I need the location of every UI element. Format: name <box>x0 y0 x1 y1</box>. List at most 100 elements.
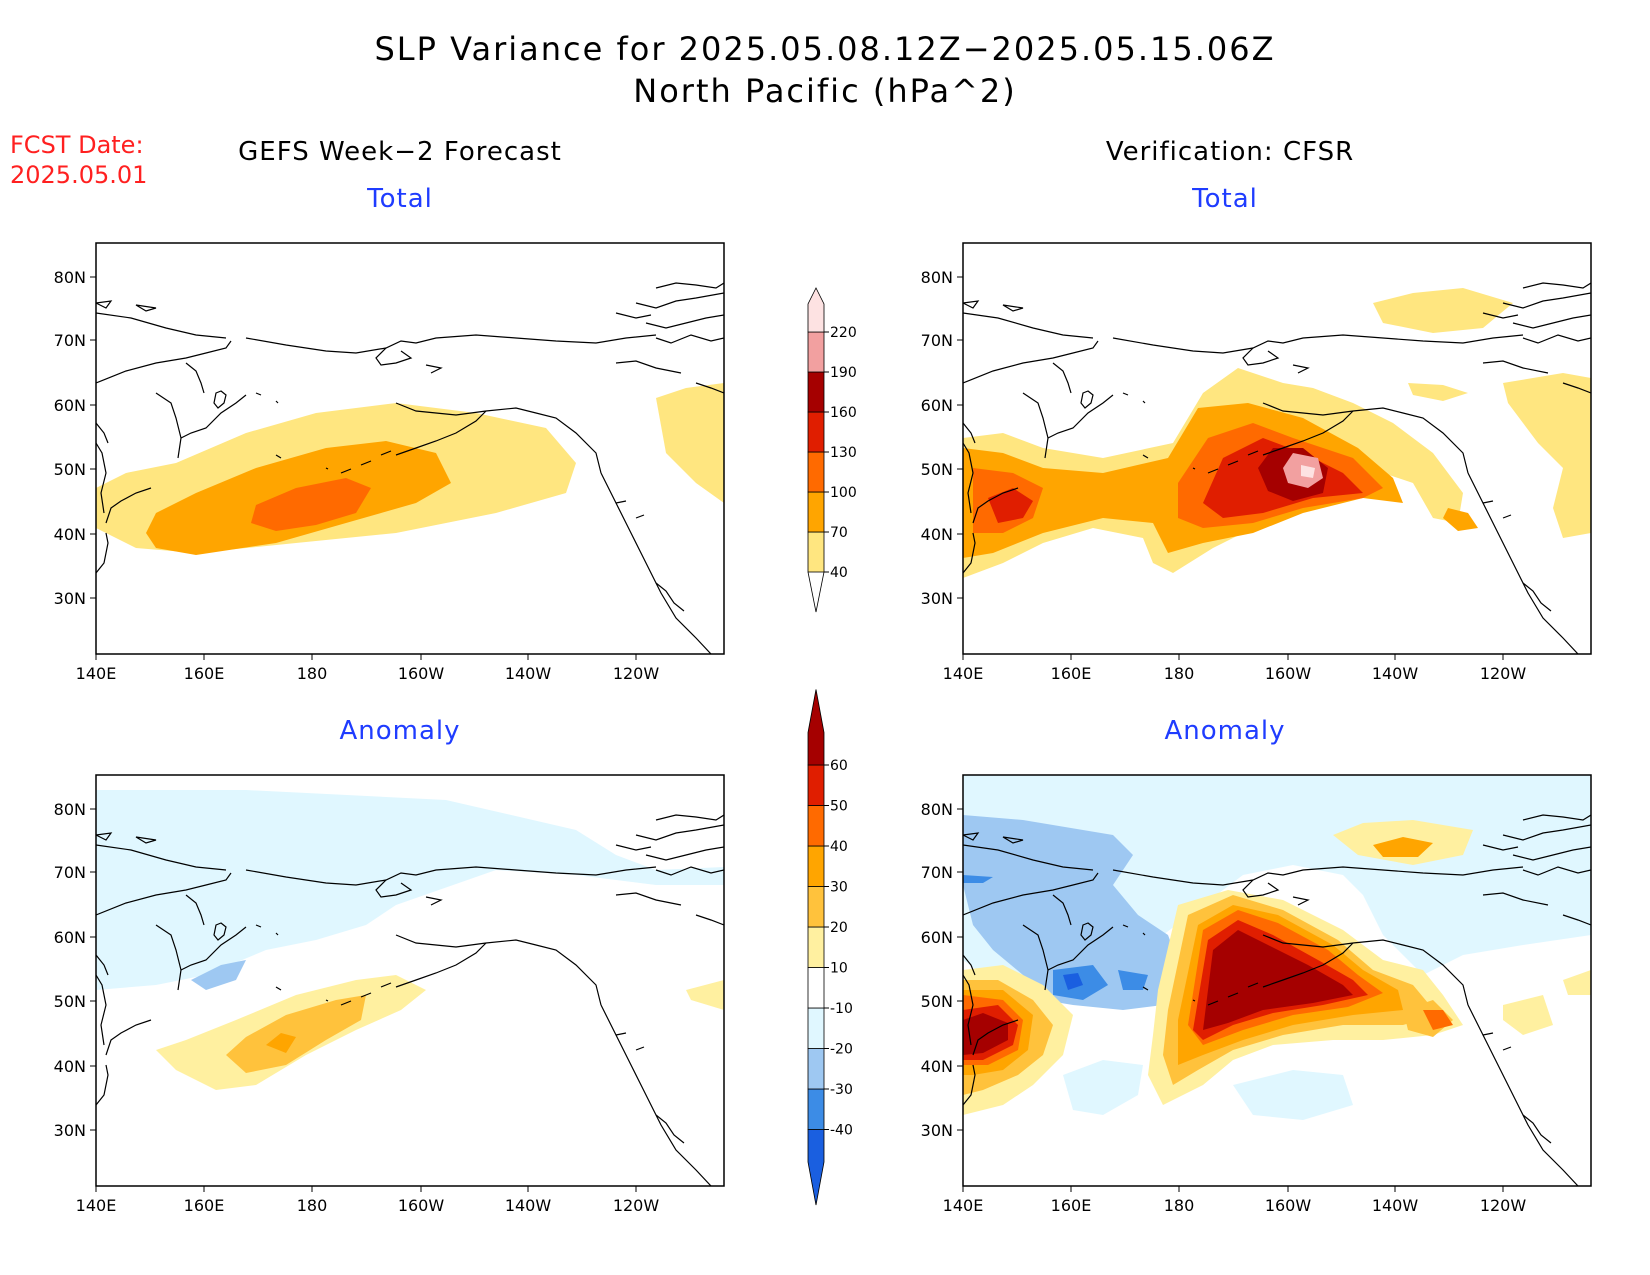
contour-area <box>656 383 724 503</box>
colorbar-swatch <box>807 491 825 533</box>
colorbar-label: 130 <box>830 445 857 461</box>
colorbar-label: -20 <box>830 1042 853 1058</box>
lon-tick-label: 160E <box>1051 1196 1092 1215</box>
lon-tick-label: 120W <box>613 664 660 683</box>
lat-tick-label: 70N <box>921 863 953 882</box>
colorbar-label: 220 <box>830 325 857 341</box>
colorbar-swatch <box>807 689 825 766</box>
contour-area <box>963 875 993 883</box>
lon-tick-label: 140W <box>505 664 552 683</box>
lon-tick-label: 160W <box>1265 664 1312 683</box>
column-title-verification: Verification: CFSR <box>1105 137 1355 167</box>
colorbar-swatch <box>807 764 825 806</box>
lat-tick-label: 30N <box>54 1121 86 1140</box>
colorbar-label: -40 <box>830 1123 853 1139</box>
colorbar-label: 50 <box>830 799 848 815</box>
main-title-line1: SLP Variance for 2025.05.08.12Z−2025.05.… <box>374 30 1276 68</box>
lon-tick-label: 140E <box>943 664 984 683</box>
lat-tick-label: 60N <box>921 396 953 415</box>
lat-tick-label: 40N <box>921 1057 953 1076</box>
lat-tick-label: 80N <box>921 800 953 819</box>
lon-tick-label: 180 <box>297 664 328 683</box>
colorbar-swatch <box>807 967 825 1009</box>
lon-tick-label: 140W <box>1372 1196 1419 1215</box>
lon-tick-label: 180 <box>1164 1196 1195 1215</box>
colorbar-swatch <box>807 805 825 847</box>
colorbar-swatch <box>807 1007 825 1049</box>
colorbar-label: 30 <box>830 880 848 896</box>
lat-tick-label: 80N <box>54 800 86 819</box>
lat-tick-label: 40N <box>54 1057 86 1076</box>
map-frame <box>95 774 725 1187</box>
lon-tick-label: 140W <box>505 1196 552 1215</box>
lat-tick-label: 60N <box>54 396 86 415</box>
fcst-date-value: 2025.05.01 <box>10 161 148 189</box>
lon-tick-label: 120W <box>613 1196 660 1215</box>
contour-fill-forecast-anomaly <box>96 790 724 1186</box>
colorbar-end <box>807 571 825 613</box>
colorbar-swatch <box>807 1048 825 1090</box>
colorbar-label: 190 <box>830 365 857 381</box>
contour-area <box>191 960 246 990</box>
lat-tick-label: 50N <box>921 460 953 479</box>
lon-tick-label: 160W <box>398 664 445 683</box>
colorbar-label: 60 <box>830 758 848 774</box>
lat-tick-label: 50N <box>54 460 86 479</box>
lon-tick-label: 140E <box>76 664 117 683</box>
colorbar-label: -10 <box>830 1001 853 1017</box>
lat-tick-label: 50N <box>921 992 953 1011</box>
lon-tick-label: 140E <box>943 1196 984 1215</box>
colorbar-swatch <box>807 411 825 453</box>
panel-title-forecast-anomaly: Anomaly <box>339 716 461 746</box>
contour-area <box>988 488 1033 523</box>
contour-area <box>1443 508 1478 531</box>
lon-tick-label: 140E <box>76 1196 117 1215</box>
contour-area <box>1408 383 1468 401</box>
contour-area <box>1503 995 1553 1035</box>
lat-tick-label: 30N <box>54 589 86 608</box>
contour-fill-forecast-total <box>96 282 724 654</box>
contour-area <box>1563 970 1591 995</box>
lat-tick-label: 60N <box>921 928 953 947</box>
map-frame <box>962 242 1592 655</box>
contour-area <box>1063 1060 1143 1115</box>
total-colorbar: 40 70 100 130 160 190 220 <box>807 287 857 613</box>
contour-area <box>1301 465 1315 478</box>
map-frame <box>95 242 725 655</box>
colorbar-swatch <box>807 287 825 333</box>
lat-tick-label: 70N <box>54 331 86 350</box>
lon-tick-label: 160E <box>1051 664 1092 683</box>
lon-tick-label: 160W <box>1265 1196 1312 1215</box>
panel-title-forecast-total: Total <box>367 184 433 214</box>
contour-area <box>1423 1010 1453 1030</box>
colorbar-label: 10 <box>830 961 848 977</box>
lat-tick-label: 40N <box>921 525 953 544</box>
lon-tick-label: 120W <box>1480 664 1527 683</box>
contour-area <box>1233 1070 1353 1120</box>
lon-tick-label: 160W <box>398 1196 445 1215</box>
lon-tick-label: 160E <box>184 664 225 683</box>
contour-area <box>963 815 1183 1010</box>
colorbar-swatch <box>807 531 825 573</box>
main-title-line2: North Pacific (hPa^2) <box>633 72 1017 110</box>
contour-area <box>1203 930 1353 1030</box>
colorbar-label: 160 <box>830 405 857 421</box>
contour-area <box>251 478 371 531</box>
colorbar-label: 40 <box>830 839 848 855</box>
lat-tick-label: 80N <box>921 268 953 287</box>
map-panel-verification-total: 80N 70N 60N 50N 40N 30N 140E 160E 180 160W 140W 120… <box>921 242 1592 683</box>
contour-area <box>1503 373 1591 538</box>
contour-area <box>1063 973 1083 990</box>
colorbar-swatch <box>807 1088 825 1130</box>
lat-tick-label: 70N <box>921 331 953 350</box>
map-panel-verification-anomaly: 80N 70N 60N 50N 40N 30N 140E 160E 180 160W 140W 120… <box>921 774 1592 1215</box>
contour-fill-verification-total <box>963 282 1591 654</box>
lat-tick-label: 50N <box>54 992 86 1011</box>
contour-fill-verification-anomaly <box>963 775 1591 1186</box>
lon-tick-label: 140W <box>1372 664 1419 683</box>
map-frame <box>962 774 1592 1187</box>
column-title-forecast: GEFS Week−2 Forecast <box>238 137 562 167</box>
contour-area <box>963 1013 1008 1055</box>
contour-area <box>686 980 724 1010</box>
